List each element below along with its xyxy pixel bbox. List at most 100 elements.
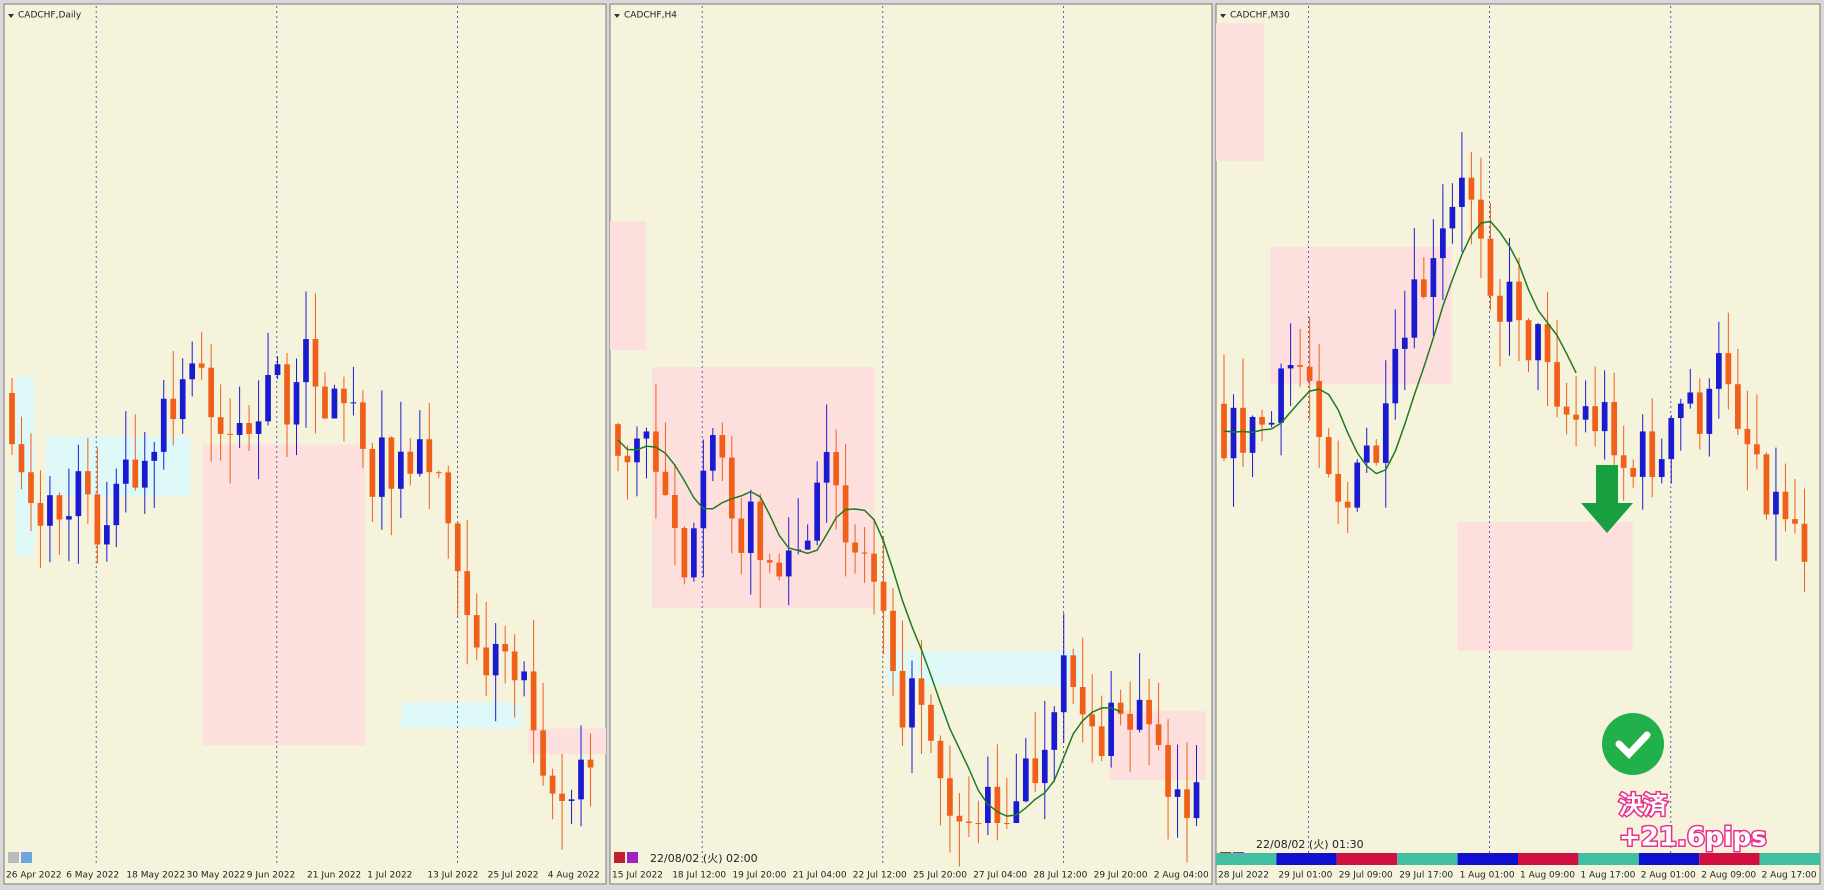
candle-body bbox=[530, 671, 537, 731]
candle-body bbox=[1440, 228, 1446, 259]
candle-body bbox=[861, 552, 868, 554]
x-axis-label: 13 Jul 2022 bbox=[427, 871, 478, 881]
candle-body bbox=[1363, 445, 1370, 463]
candle-body bbox=[1801, 523, 1808, 562]
candle-body bbox=[1735, 384, 1741, 429]
toolbar-icon bbox=[8, 852, 19, 863]
candle-body bbox=[709, 435, 716, 471]
candle-body bbox=[198, 363, 205, 368]
x-axis-label: 1 Aug 01:00 bbox=[1460, 871, 1515, 881]
candle-body bbox=[511, 651, 518, 681]
candle-body bbox=[179, 379, 186, 420]
candle-body bbox=[350, 402, 357, 404]
signal-strip bbox=[1699, 853, 1760, 865]
candle-body bbox=[312, 339, 319, 387]
candle-body bbox=[464, 571, 471, 616]
candle-body bbox=[66, 516, 72, 520]
candle-body bbox=[842, 485, 849, 543]
candle-body bbox=[1373, 445, 1380, 463]
candle-body bbox=[1687, 392, 1694, 404]
candle-body bbox=[1459, 177, 1465, 207]
candle-body bbox=[94, 494, 101, 545]
candle-body bbox=[1051, 712, 1058, 750]
candle-body bbox=[1146, 699, 1152, 725]
toolbar-icon bbox=[627, 852, 638, 863]
signal-strip bbox=[1578, 853, 1639, 865]
zone bbox=[1457, 522, 1633, 651]
panel-title: CADCHF,H4 bbox=[624, 11, 677, 21]
candle-body bbox=[1041, 749, 1048, 784]
toolbar-icon bbox=[21, 852, 32, 863]
candle-body bbox=[1611, 402, 1618, 456]
x-axis-label: 18 Jul 12:00 bbox=[672, 871, 726, 881]
candle-body bbox=[331, 388, 338, 419]
candle-body bbox=[1544, 324, 1551, 363]
candle-body bbox=[473, 615, 480, 648]
candle-body bbox=[937, 740, 944, 779]
candle-body bbox=[757, 501, 764, 561]
candle-body bbox=[132, 459, 139, 488]
candle-body bbox=[151, 451, 158, 461]
signal-strip bbox=[1397, 853, 1458, 865]
check-mark bbox=[1615, 731, 1651, 760]
zone bbox=[652, 367, 875, 608]
candle-body bbox=[208, 367, 215, 418]
candle-body bbox=[141, 460, 148, 488]
candle-body bbox=[653, 431, 659, 472]
candle-body bbox=[1639, 431, 1646, 477]
candle-body bbox=[426, 439, 433, 473]
candle-body bbox=[388, 437, 395, 489]
candle-body bbox=[871, 553, 877, 582]
candle-body bbox=[1487, 238, 1494, 296]
signal-strip bbox=[1518, 853, 1579, 865]
candle-body bbox=[880, 581, 887, 611]
candle-body bbox=[47, 495, 53, 526]
candle-body bbox=[890, 610, 896, 672]
candle-body bbox=[719, 435, 726, 458]
x-axis-label: 25 Jul 2022 bbox=[488, 871, 539, 881]
x-axis-label: 27 Jul 04:00 bbox=[973, 871, 1027, 881]
candle-body bbox=[9, 393, 15, 445]
x-axis-label: 26 Apr 2022 bbox=[6, 871, 62, 881]
candle-body bbox=[1013, 801, 1020, 823]
candle-body bbox=[1601, 402, 1608, 432]
candle-body bbox=[1060, 655, 1067, 713]
candle-body bbox=[1306, 366, 1313, 381]
zone bbox=[527, 728, 606, 755]
candle-body bbox=[502, 643, 509, 652]
candle-body bbox=[1165, 744, 1171, 797]
x-axis-label: 29 Jul 17:00 bbox=[1399, 871, 1453, 881]
candle-body bbox=[1411, 279, 1418, 338]
annotation-label: 決済 bbox=[1619, 791, 1668, 819]
candle-body bbox=[728, 457, 735, 519]
candle-body bbox=[994, 786, 1001, 823]
candle-body bbox=[1089, 714, 1096, 727]
x-axis-label: 30 May 2022 bbox=[187, 871, 246, 881]
candle-body bbox=[1506, 281, 1513, 322]
down-arrow bbox=[1581, 465, 1633, 533]
x-axis-label: 2 Aug 01:00 bbox=[1641, 871, 1696, 881]
candle-body bbox=[1401, 337, 1408, 349]
candle-body bbox=[1563, 406, 1570, 415]
candle-body bbox=[681, 528, 688, 578]
candle-body bbox=[899, 671, 906, 728]
candle-body bbox=[407, 451, 414, 474]
candle-body bbox=[1382, 403, 1389, 463]
moving-average bbox=[1223, 220, 1577, 475]
candle-body bbox=[122, 459, 129, 484]
candle-body bbox=[227, 433, 233, 435]
candle-body bbox=[1696, 392, 1703, 434]
candle-body bbox=[1316, 380, 1323, 438]
signal-strip bbox=[1457, 853, 1518, 865]
candle-body bbox=[1782, 491, 1789, 520]
candle-body bbox=[1184, 789, 1190, 819]
candle-body bbox=[379, 437, 385, 497]
candle-body bbox=[483, 647, 490, 676]
candle-body bbox=[587, 759, 594, 768]
chart-panel: 28 Jul 2022 29 Jul 01:00 29 Jul 09:00 29 Ju… bbox=[1215, 3, 1821, 885]
candle-body bbox=[578, 759, 584, 800]
candle-body bbox=[284, 364, 290, 425]
candle-body bbox=[1079, 687, 1086, 715]
candle-body bbox=[568, 799, 575, 802]
candle-body bbox=[785, 550, 792, 577]
